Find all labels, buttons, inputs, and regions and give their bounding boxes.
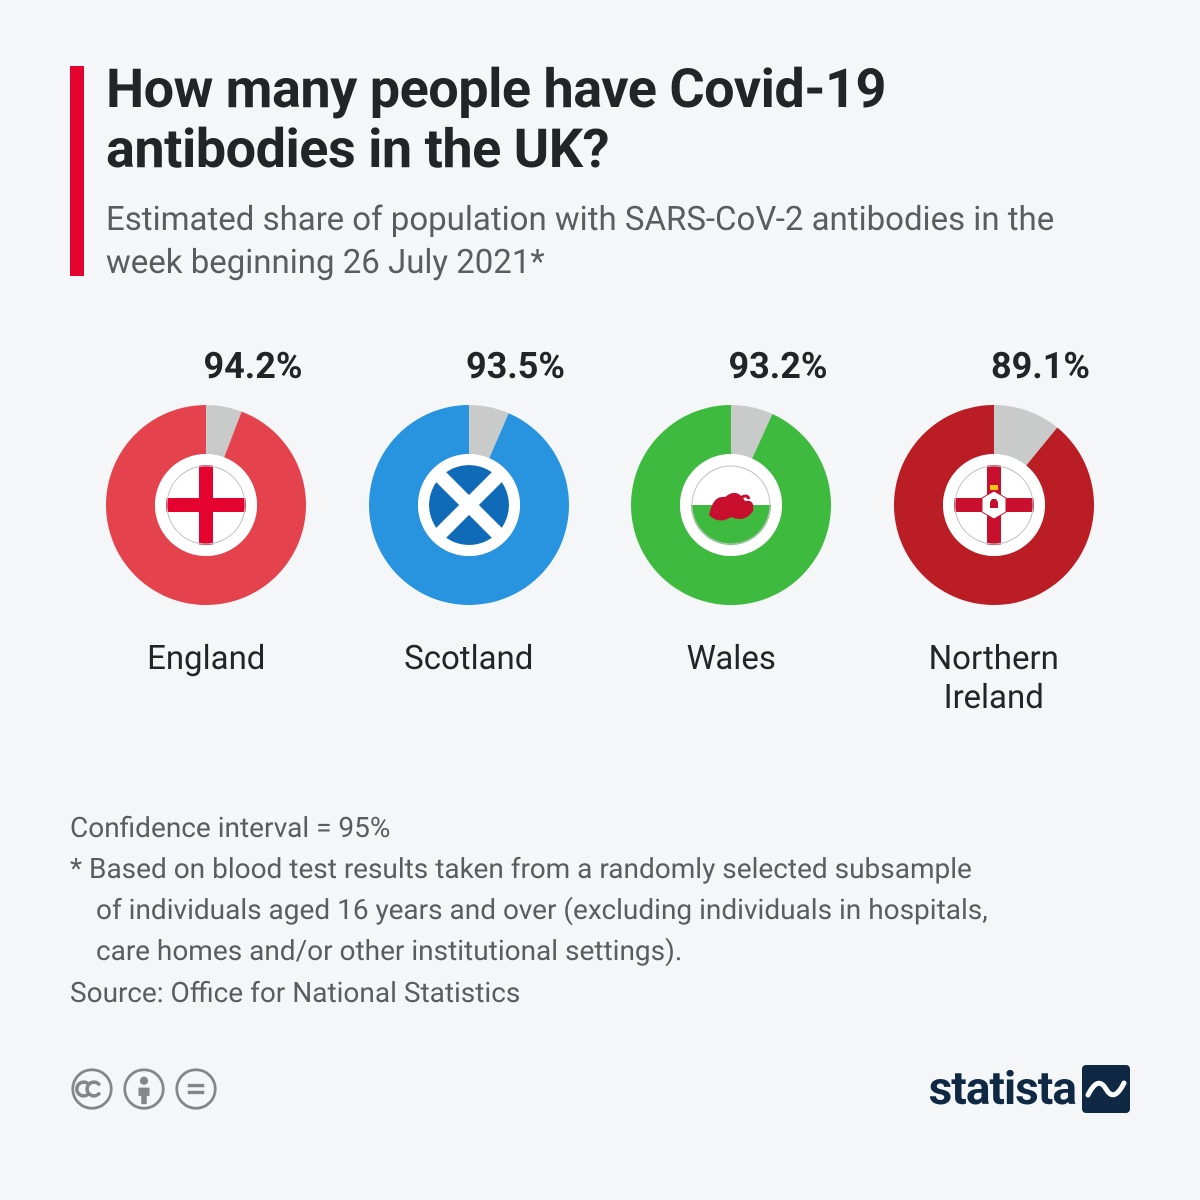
- confidence-note: Confidence interval = 95%: [70, 808, 1130, 847]
- donut-chart: 89.1% NorthernIreland: [868, 345, 1121, 718]
- region-label: Wales: [687, 639, 776, 679]
- statista-wave-icon: [1082, 1065, 1130, 1113]
- percentage-label: 89.1%: [991, 345, 1120, 387]
- page-title: How many people have Covid-19 antibodies…: [106, 60, 1130, 181]
- scotland-flag-icon: [429, 465, 509, 545]
- source-note: Source: Office for National Statistics: [70, 973, 1130, 1012]
- donut-wrap: [621, 395, 841, 615]
- brand-text: statista: [929, 1062, 1076, 1116]
- donut-wrap: [884, 395, 1104, 615]
- header: How many people have Covid-19 antibodies…: [70, 60, 1130, 285]
- percentage-label: 93.5%: [466, 345, 595, 387]
- region-label: NorthernIreland: [929, 639, 1059, 718]
- donut-chart-row: 94.2% England 93.5%: [70, 345, 1130, 718]
- methodology-note-2: of individuals aged 16 years and over (e…: [70, 890, 1130, 929]
- methodology-note-3: care homes and/or other institutional se…: [70, 931, 1130, 970]
- footnotes: Confidence interval = 95% * Based on blo…: [70, 808, 1130, 1012]
- percentage-label: 94.2%: [203, 345, 332, 387]
- statista-logo: statista: [929, 1062, 1130, 1116]
- region-label: England: [147, 639, 265, 679]
- donut-wrap: [359, 395, 579, 615]
- accent-bar: [70, 66, 84, 276]
- license-icons: [70, 1067, 218, 1111]
- page-subtitle: Estimated share of population with SARS-…: [106, 199, 1130, 285]
- cc-icon: [70, 1067, 114, 1111]
- northern-ireland-flag-icon: [954, 465, 1034, 545]
- donut-chart: 93.2% Wales: [605, 345, 858, 718]
- england-flag-icon: [166, 465, 246, 545]
- donut-chart: 94.2% England: [80, 345, 333, 718]
- methodology-note-1: * Based on blood test results taken from…: [70, 849, 1130, 888]
- by-icon: [122, 1067, 166, 1111]
- region-label: Scotland: [404, 639, 533, 679]
- wales-flag-icon: [691, 465, 771, 545]
- donut-wrap: [96, 395, 316, 615]
- percentage-label: 93.2%: [728, 345, 857, 387]
- donut-chart: 93.5% Scotland: [343, 345, 596, 718]
- footer: statista: [70, 1062, 1130, 1116]
- nd-icon: [174, 1067, 218, 1111]
